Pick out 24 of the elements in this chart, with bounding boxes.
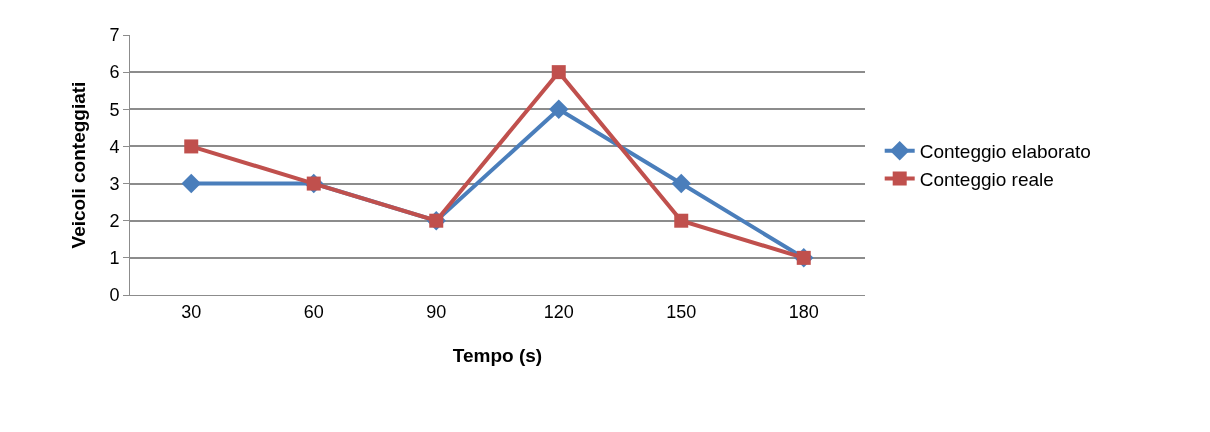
y-axis-title: Veicoli conteggiati — [68, 81, 90, 249]
y-tick-label: 4 — [109, 136, 120, 157]
y-tick-label: 7 — [109, 25, 120, 46]
y-tick-label: 3 — [109, 173, 120, 194]
y-tick-label: 2 — [109, 211, 120, 232]
point — [549, 99, 569, 120]
point — [551, 65, 566, 80]
y-tick-label: 5 — [109, 99, 120, 120]
point — [184, 139, 199, 154]
x-tick-label: 90 — [426, 301, 447, 322]
x-tick-label: 150 — [666, 301, 697, 322]
y-tick-label: 1 — [109, 248, 120, 269]
point — [671, 173, 691, 194]
point — [674, 213, 689, 228]
x-tick-label: 60 — [303, 301, 324, 322]
y-tick-label: 6 — [109, 62, 120, 83]
x-tick-label: 180 — [788, 301, 819, 322]
x-axis-title: Tempo (s) — [452, 345, 543, 367]
legend-label: Conteggio reale — [919, 168, 1054, 190]
y-tick-label: 0 — [109, 285, 120, 306]
point — [181, 173, 201, 194]
legend-label: Conteggio elaborato — [919, 141, 1091, 163]
x-tick-label: 120 — [543, 301, 574, 322]
x-tick-label: 30 — [181, 301, 202, 322]
